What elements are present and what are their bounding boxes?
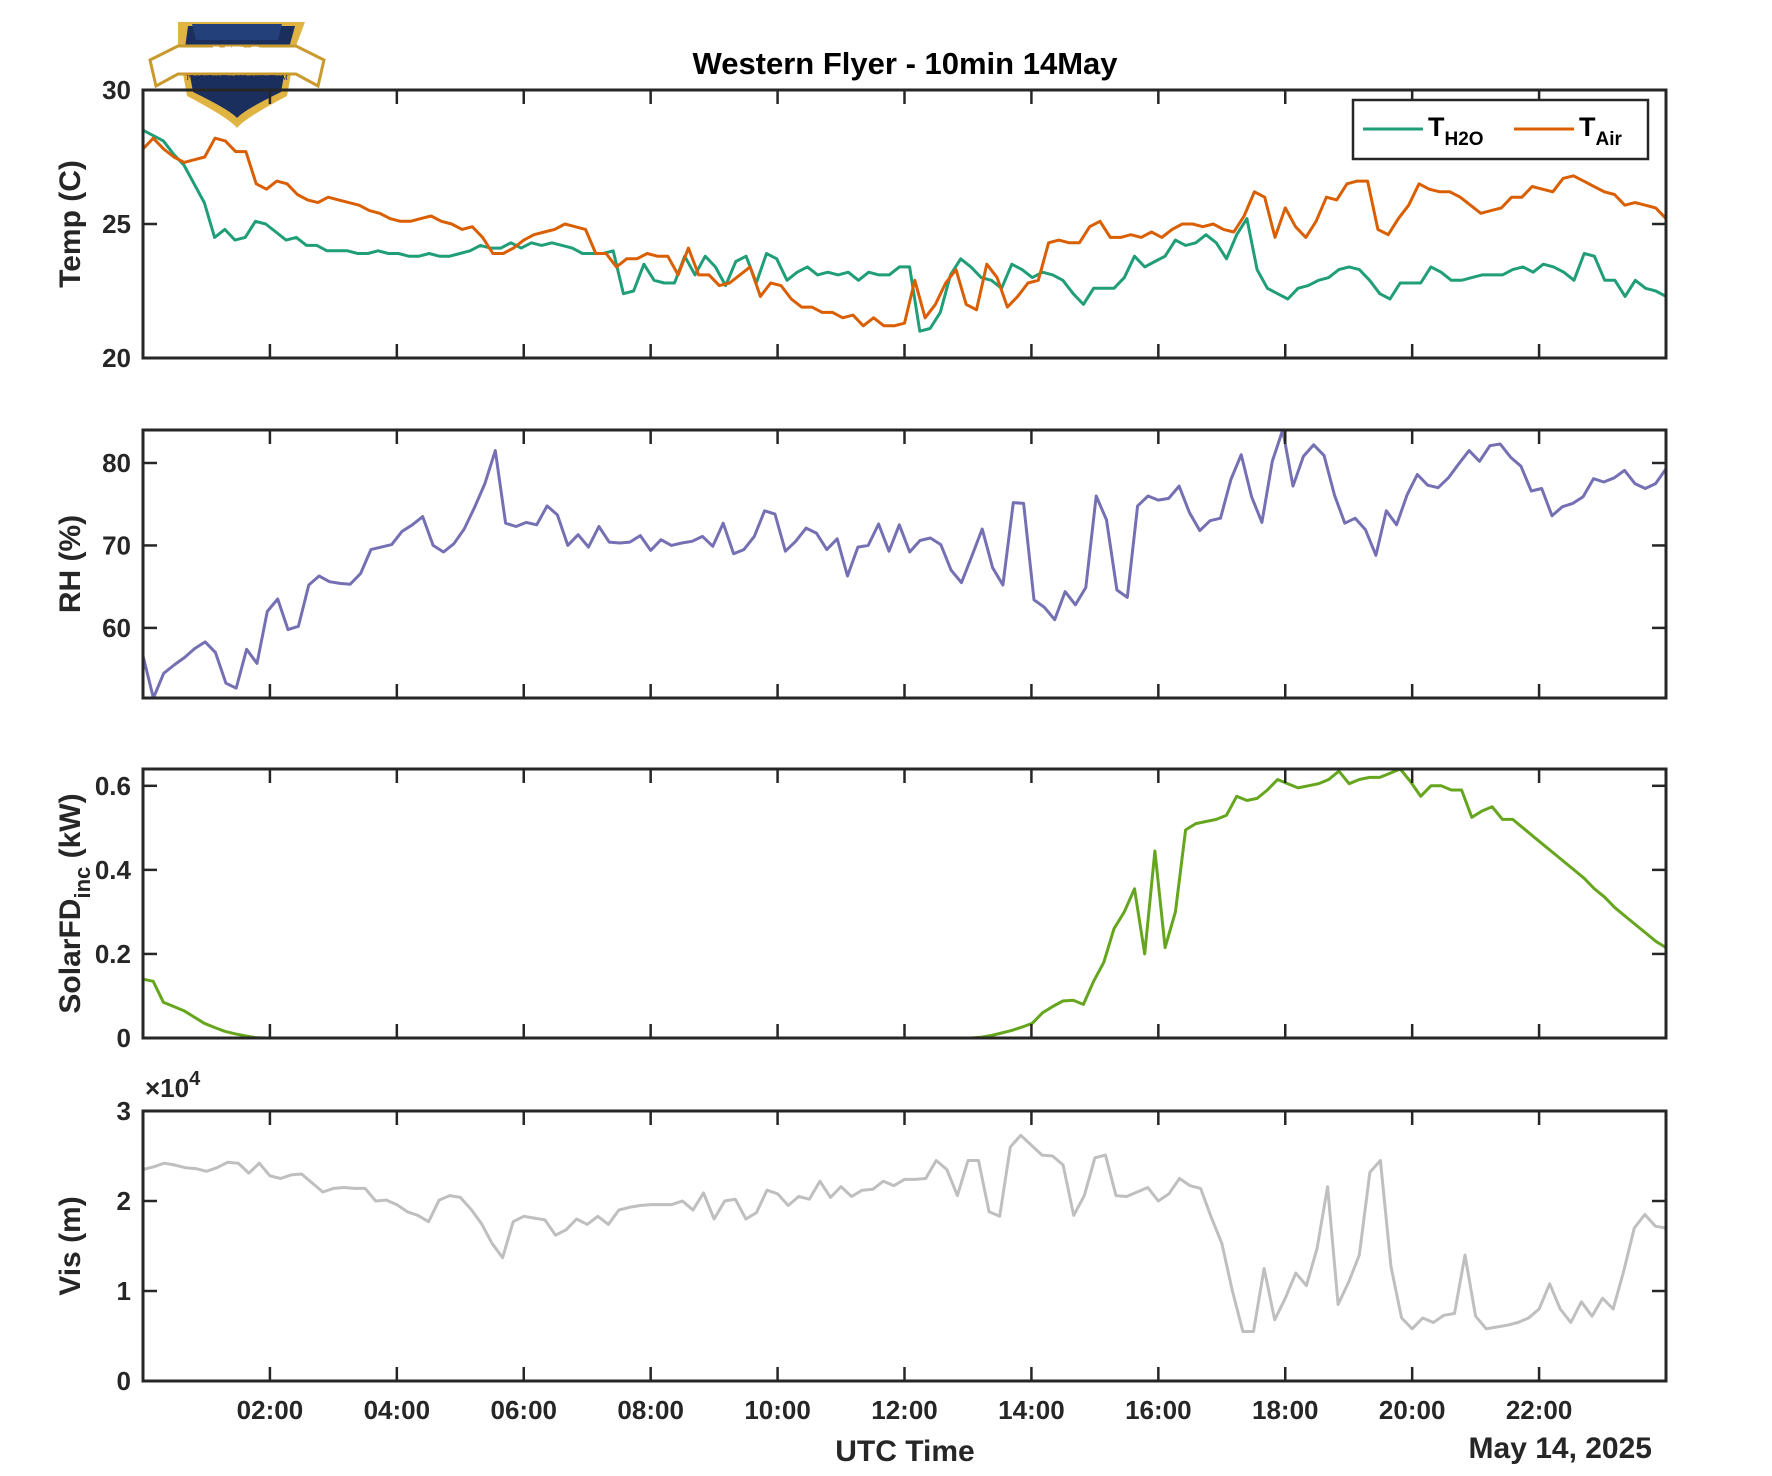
y-tick-label-1-1: 70 [102, 530, 131, 560]
y-axis-label-1: RH (%) [54, 515, 87, 613]
series-line-3-0 [142, 1133, 1667, 1333]
x-tick-label-4: 10:00 [744, 1395, 811, 1425]
series-line-1-0 [141, 428, 1668, 700]
temperature-panel: 20 25 30 Temp (C) [54, 75, 1668, 373]
y-tick-label-2-0: 0 [117, 1023, 131, 1053]
humidity-panel: 60 70 80 RH (%) [54, 428, 1668, 700]
y-tick-label-1-2: 80 [102, 448, 131, 478]
y-axis-label-3: Vis (m) [54, 1196, 87, 1295]
y-tick-label-2-1: 0.2 [95, 939, 131, 969]
y-tick-label-0-2: 30 [102, 75, 131, 105]
legend-air-label: TAir [1579, 112, 1623, 150]
y-tick-label-2-2: 0.4 [95, 855, 132, 885]
x-tick-label-1: 04:00 [364, 1395, 431, 1425]
visibility-panel: 0 1 2 3 Vis (m) ×104 [54, 1068, 1668, 1396]
y-tick-label-3-1: 1 [117, 1276, 131, 1306]
series-line-0-0 [142, 128, 1667, 333]
legend-h2o-label: TH2O [1428, 112, 1484, 150]
x-tick-label-2: 06:00 [491, 1395, 558, 1425]
y-tick-label-3-3: 3 [117, 1096, 131, 1126]
x-axis-label: UTC Time [835, 1435, 974, 1468]
x-tick-label-9: 20:00 [1379, 1395, 1446, 1425]
y-tick-label-2-3: 0.6 [95, 771, 131, 801]
x-tick-label-0: 02:00 [237, 1395, 304, 1425]
x-tick-label-8: 18:00 [1252, 1395, 1319, 1425]
x-axis: 02:00 04:00 06:00 08:00 10:00 12:00 14:00 16:00… [237, 1395, 1573, 1425]
y-tick-label-0-1: 25 [102, 209, 131, 239]
y-tick-label-3-2: 2 [117, 1186, 131, 1216]
x-tick-label-5: 12:00 [871, 1395, 938, 1425]
y-axis-label-0: Temp (C) [54, 160, 87, 288]
x-axis-date: May 14, 2025 [1469, 1432, 1652, 1465]
x-tick-label-3: 08:00 [617, 1395, 684, 1425]
temperature-legend: TH2O TAir [1351, 98, 1650, 161]
logo-motto: PRAESTANTIA PER SCIENTIAM [186, 74, 288, 82]
y-exponent-label-3: ×104 [145, 1068, 201, 1103]
y-tick-label-0-0: 20 [102, 343, 131, 373]
chart-title: Western Flyer - 10min 14May [693, 46, 1119, 81]
series-line-0-1 [141, 136, 1668, 328]
y-tick-label-3-0: 0 [117, 1366, 131, 1396]
y-axis-label-2: SolarFDinc (kW) [54, 793, 95, 1013]
logo-lettering: NPS [212, 41, 261, 70]
x-tick-label-7: 16:00 [1125, 1395, 1192, 1425]
x-tick-label-10: 22:00 [1506, 1395, 1573, 1425]
x-tick-label-6: 14:00 [998, 1395, 1065, 1425]
nps-logo: NPS PRAESTANTIA PER SCIENTIAM [148, 22, 326, 128]
y-tick-label-1-0: 60 [102, 613, 131, 643]
